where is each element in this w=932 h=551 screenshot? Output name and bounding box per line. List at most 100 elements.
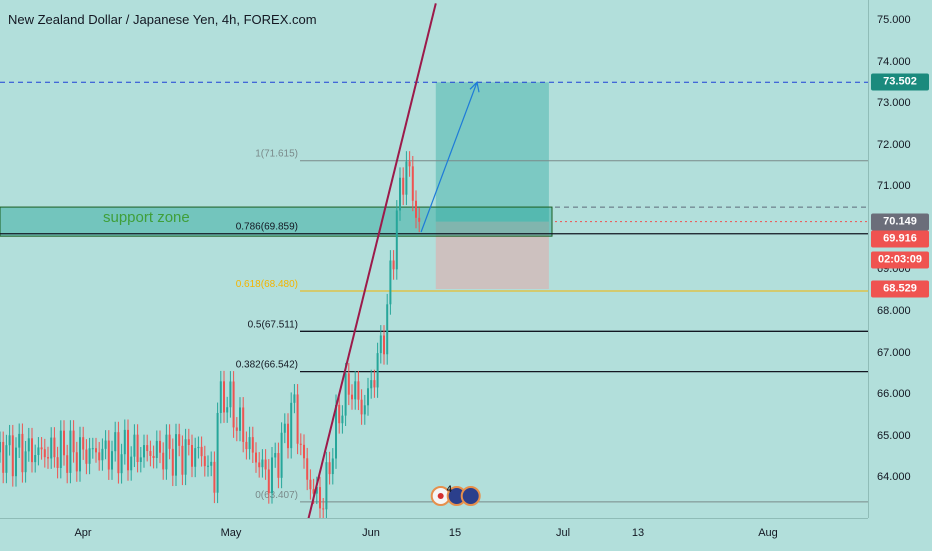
candle-body bbox=[408, 161, 411, 167]
time-tick-label: Jul bbox=[555, 527, 571, 539]
candle-body bbox=[43, 449, 46, 458]
candle-body bbox=[111, 451, 113, 470]
time-tick-label: Apr bbox=[74, 527, 92, 539]
candle-body bbox=[402, 177, 405, 195]
candle-body bbox=[146, 445, 149, 452]
candle-body bbox=[11, 435, 14, 477]
bar-countdown-tag: 02:03:09 bbox=[871, 251, 929, 269]
candle-body bbox=[117, 432, 120, 474]
candle-body bbox=[159, 440, 161, 453]
fib-level-label: 0.618(68.480) bbox=[236, 279, 298, 290]
chart-title: New Zealand Dollar / Japanese Yen, 4h, F… bbox=[8, 12, 317, 27]
candle-body bbox=[261, 459, 264, 468]
stop-zone[interactable] bbox=[435, 221, 549, 290]
candle-body bbox=[251, 437, 254, 453]
trendline[interactable] bbox=[307, 3, 437, 518]
candle-body bbox=[299, 443, 302, 445]
candle-body bbox=[59, 430, 62, 468]
candle-body bbox=[223, 381, 225, 413]
candle-body bbox=[322, 508, 325, 510]
target-zone[interactable] bbox=[435, 82, 549, 222]
candle-body bbox=[418, 217, 421, 222]
candle-body bbox=[50, 437, 53, 459]
candle-body bbox=[376, 353, 379, 388]
candle-body bbox=[325, 462, 328, 510]
candle-body bbox=[344, 373, 347, 416]
candle-body bbox=[363, 405, 366, 415]
target-price-tag: 73.502 bbox=[871, 73, 929, 91]
candle-body bbox=[389, 260, 392, 305]
support-zone-label: support zone bbox=[103, 209, 190, 226]
candle-body bbox=[66, 455, 69, 473]
candle-body bbox=[216, 412, 219, 493]
time-tick-label: 15 bbox=[448, 527, 462, 539]
candle-body bbox=[395, 210, 398, 270]
current-price-tag: 70.149 bbox=[871, 213, 929, 231]
price-tick-label: 67.000 bbox=[877, 346, 911, 359]
price-axis[interactable]: 75.00074.00073.00072.00071.00070.00069.0… bbox=[868, 0, 932, 518]
candle-body bbox=[219, 381, 222, 413]
candle-body bbox=[203, 456, 206, 467]
candle-body bbox=[207, 465, 209, 467]
time-axis[interactable]: Apr May Jun 15 Jul 13 Aug bbox=[0, 518, 868, 551]
candle-body bbox=[354, 381, 357, 400]
candle-body bbox=[242, 407, 245, 442]
candle-body bbox=[319, 487, 321, 509]
chart-pane[interactable]: support zone 1(71.615) 0.786(69.859) 0.618(… bbox=[0, 0, 868, 518]
fib-level-label: 0.5(67.511) bbox=[248, 319, 298, 330]
candle-body bbox=[367, 388, 369, 406]
price-tick-label: 73.000 bbox=[877, 97, 911, 110]
candle-body bbox=[165, 434, 168, 470]
candle-body bbox=[162, 452, 165, 470]
candle-body bbox=[136, 434, 139, 462]
candle-body bbox=[235, 427, 238, 431]
candle-body bbox=[2, 441, 5, 473]
candle-body bbox=[386, 304, 389, 355]
candle-body bbox=[155, 440, 158, 458]
candle-body bbox=[82, 437, 85, 450]
chart-canvas[interactable]: support zone 1(71.615) 0.786(69.859) 0.618(… bbox=[0, 0, 868, 518]
candle-body bbox=[143, 445, 145, 458]
candle-body bbox=[399, 177, 401, 211]
candle-body bbox=[18, 433, 21, 448]
candle-body bbox=[98, 452, 101, 461]
candle-body bbox=[56, 457, 59, 468]
candle-body bbox=[24, 451, 27, 473]
candle-body bbox=[200, 446, 203, 457]
candle-body bbox=[130, 456, 133, 471]
candle-body bbox=[303, 444, 305, 459]
price-tick-label: 75.000 bbox=[877, 14, 911, 26]
candle-body bbox=[306, 458, 309, 480]
candle-body bbox=[181, 445, 184, 475]
candle-body bbox=[114, 432, 117, 452]
support-zone[interactable] bbox=[0, 206, 553, 237]
candle-body bbox=[69, 430, 72, 473]
candle-body bbox=[72, 430, 75, 453]
price-tick-label: 71.000 bbox=[877, 180, 911, 193]
price-tick-label: 74.000 bbox=[877, 55, 911, 68]
candle-body bbox=[232, 381, 235, 428]
candle-body bbox=[312, 489, 315, 494]
candle-body bbox=[91, 448, 94, 450]
candle-body bbox=[255, 452, 257, 463]
candle-body bbox=[5, 445, 8, 473]
candle-body bbox=[63, 430, 65, 456]
candle-body bbox=[171, 448, 174, 476]
candle-body bbox=[357, 381, 360, 400]
candle-body bbox=[229, 381, 232, 408]
candle-body bbox=[341, 415, 344, 424]
candle-body bbox=[405, 161, 408, 195]
candle-body bbox=[411, 166, 414, 201]
candle-body bbox=[258, 462, 261, 468]
candle-body bbox=[139, 457, 142, 462]
candle-body bbox=[104, 440, 107, 449]
candle-body bbox=[392, 260, 395, 270]
candle-body bbox=[351, 394, 353, 400]
event-flag-au-icon[interactable] bbox=[460, 486, 481, 506]
candle-body bbox=[31, 438, 33, 463]
candle-body bbox=[213, 461, 216, 493]
candle-body bbox=[123, 429, 126, 455]
price-tick-label: 64.000 bbox=[877, 471, 911, 484]
candle-body bbox=[239, 407, 241, 431]
projection-arrow[interactable] bbox=[420, 82, 478, 233]
